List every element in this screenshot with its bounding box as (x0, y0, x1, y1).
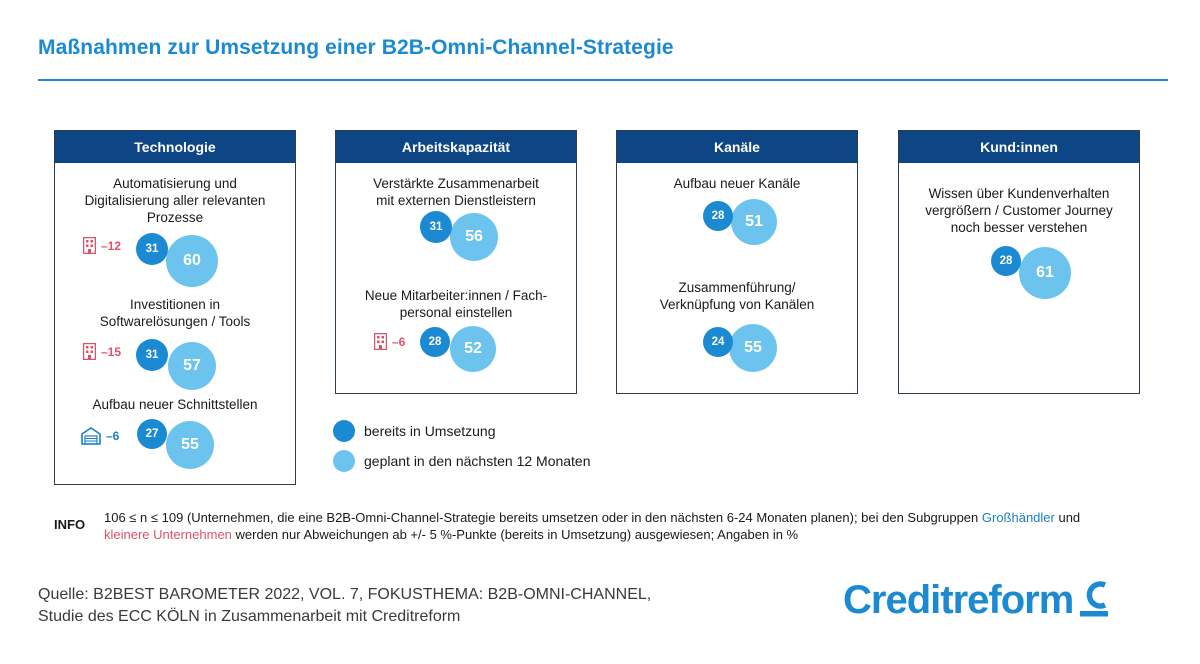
bubble-already: 31 (136, 233, 168, 265)
bubble-already: 31 (136, 339, 168, 371)
item-label: Investitionen in Softwarelösungen / Tool… (55, 296, 295, 330)
building-icon (83, 237, 96, 254)
creditreform-logo: Creditreform (843, 575, 1109, 625)
item-label-line: Wissen über Kundenverhalten (928, 186, 1110, 201)
item-label-line: mit externen Dienstleistern (376, 193, 536, 208)
item-label-line: Investitionen in (129, 297, 221, 312)
deviation-smaller-companies: –12 (83, 237, 121, 254)
item-label-line: vergrößern / Customer Journey (925, 203, 1113, 218)
deviation-smaller-companies: –15 (83, 343, 121, 360)
logo-text: Creditreform (843, 578, 1074, 622)
panel-header: Kund:innen (899, 131, 1139, 163)
item-label-line: Prozesse (146, 210, 204, 225)
panel-header: Kanäle (617, 131, 857, 163)
bubble-already: 31 (420, 211, 452, 243)
info-tag: INFO (54, 517, 86, 532)
info-text: 106 ≤ n ≤ 109 (Unternehmen, die eine B2B… (104, 509, 1114, 543)
item-label-line: Zusammenführung/ (678, 280, 796, 295)
bubble-planned: 51 (731, 199, 777, 245)
item-label-line: Automatisierung und (113, 176, 237, 191)
bubble-already: 28 (420, 327, 450, 357)
item-label-line: personal einstellen (399, 305, 513, 320)
panel-kundinnen: Kund:innen Wissen über Kundenverhalten v… (898, 130, 1140, 394)
item-label-line: Aufbau neuer Schnittstellen (92, 397, 258, 412)
panel-header: Arbeitskapazität (336, 131, 576, 163)
bubble-already: 24 (703, 327, 733, 357)
bubble-already: 28 (991, 246, 1021, 276)
item-label-line: Softwarelösungen / Tools (99, 314, 251, 329)
title-divider (38, 79, 1168, 81)
deviation-value: –15 (101, 344, 122, 359)
building-icon (374, 333, 387, 350)
item-label-line: Aufbau neuer Kanäle (673, 176, 801, 191)
bubble-planned: 55 (729, 324, 777, 372)
source-note: Quelle: B2BEST BAROMETER 2022, VOL. 7, F… (38, 584, 651, 628)
deviation-value: –12 (101, 238, 122, 253)
info-text-part: 106 ≤ n ≤ 109 (Unternehmen, die eine B2B… (104, 510, 982, 525)
item-label: Verstärkte Zusammenarbeit mit externen D… (336, 175, 576, 209)
warehouse-icon (81, 427, 101, 445)
item-label-line: Verknüpfung von Kanälen (659, 297, 815, 312)
deviation-value: –6 (392, 334, 406, 349)
item-label-line: Verstärkte Zusammenarbeit (373, 176, 539, 191)
bubble-planned: 55 (166, 421, 214, 469)
bubble-planned: 57 (168, 342, 216, 390)
bubble-planned: 52 (450, 326, 496, 372)
panel-technologie: Technologie Automatisierung und Digitali… (54, 130, 296, 485)
info-text-part: werden nur Abweichungen ab +/- 5 %-Punkt… (231, 527, 799, 542)
info-smaller-companies: kleinere Unternehmen (104, 527, 232, 542)
info-text-part: und (1054, 510, 1081, 525)
item-label: Neue Mitarbeiter:innen / Fach- personal … (336, 287, 576, 321)
creditreform-c-icon (1080, 581, 1109, 617)
bubble-already: 27 (137, 419, 167, 449)
item-label-line: noch besser verstehen (950, 220, 1088, 235)
building-icon (83, 343, 96, 360)
source-line: Studie des ECC KÖLN in Zusammenarbeit mi… (38, 608, 461, 625)
item-label-line: Neue Mitarbeiter:innen / Fach- (364, 288, 548, 303)
legend: bereits in Umsetzung geplant in den näch… (333, 420, 591, 480)
item-label: Aufbau neuer Schnittstellen (55, 396, 295, 413)
legend-label: bereits in Umsetzung (364, 423, 496, 439)
source-line: Quelle: B2BEST BAROMETER 2022, VOL. 7, F… (38, 586, 652, 603)
chart-title: Maßnahmen zur Umsetzung einer B2B-Omni-C… (38, 36, 674, 59)
bubble-planned: 60 (166, 235, 218, 287)
item-label: Wissen über Kundenverhalten vergrößern /… (899, 185, 1139, 236)
legend-label: geplant in den nächsten 12 Monaten (364, 453, 591, 469)
bubble-planned: 56 (450, 213, 498, 261)
item-label-line: Digitalisierung aller relevanten (84, 193, 266, 208)
item-label: Automatisierung und Digitalisierung alle… (55, 175, 295, 226)
bubble-planned: 61 (1019, 247, 1071, 299)
legend-item-planned: geplant in den nächsten 12 Monaten (333, 450, 591, 472)
panel-header: Technologie (55, 131, 295, 163)
item-label: Zusammenführung/ Verknüpfung von Kanälen (617, 279, 857, 313)
panel-kanaele: Kanäle Aufbau neuer Kanäle 51 28 Zusamme… (616, 130, 858, 394)
info-wholesaler: Großhändler (981, 510, 1055, 525)
deviation-smaller-companies: –6 (374, 333, 405, 350)
deviation-value: –6 (106, 429, 120, 443)
panel-arbeitskapazitaet: Arbeitskapazität Verstärkte Zusammenarbe… (335, 130, 577, 394)
legend-item-already: bereits in Umsetzung (333, 420, 591, 442)
item-label: Aufbau neuer Kanäle (617, 175, 857, 192)
deviation-wholesalers: –6 (81, 427, 119, 445)
bubble-already: 28 (703, 201, 733, 231)
legend-dot-planned (333, 450, 355, 472)
legend-dot-already (333, 420, 355, 442)
